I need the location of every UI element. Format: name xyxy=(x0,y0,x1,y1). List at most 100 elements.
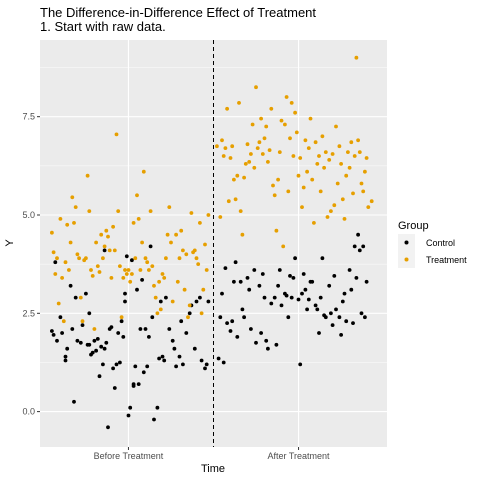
control-point xyxy=(364,279,369,284)
treatment-point xyxy=(306,146,311,151)
treatment-point xyxy=(148,209,153,214)
treatment-point xyxy=(276,177,280,182)
treatment-point xyxy=(260,152,265,156)
control-point xyxy=(356,232,360,237)
treatment-point xyxy=(145,260,150,265)
treatment-point xyxy=(233,197,238,202)
control-point xyxy=(130,258,134,263)
treatment-point xyxy=(60,276,64,280)
treatment-point xyxy=(310,177,315,182)
control-point xyxy=(344,319,349,324)
treatment-point xyxy=(303,138,308,143)
control-point xyxy=(143,327,148,331)
treatment-point xyxy=(61,319,66,324)
control-point xyxy=(111,366,115,371)
treatment-point xyxy=(296,173,301,178)
y-tick-label: 2.5 xyxy=(22,308,35,318)
treatment-point xyxy=(116,209,121,214)
control-point xyxy=(340,299,345,304)
treatment-point xyxy=(63,260,68,265)
control-point xyxy=(352,244,357,249)
treatment-point xyxy=(175,279,180,284)
control-point xyxy=(286,315,291,320)
y-tick-label: 7.5 xyxy=(22,112,35,122)
control-point xyxy=(221,360,226,365)
treatment-point xyxy=(286,189,291,194)
treatment-point xyxy=(90,274,95,278)
chart-subtitle: 1. Start with raw data. xyxy=(40,19,166,34)
treatment-point xyxy=(85,173,90,178)
control-point xyxy=(291,276,296,280)
control-point xyxy=(277,268,282,272)
control-point xyxy=(145,364,150,369)
treatment-point xyxy=(313,140,318,145)
control-point xyxy=(230,319,235,324)
treatment-point xyxy=(215,144,219,149)
control-point xyxy=(254,340,258,345)
treatment-point xyxy=(157,279,162,284)
control-point xyxy=(252,268,257,272)
control-point xyxy=(194,299,199,304)
treatment-point xyxy=(102,244,107,249)
control-point xyxy=(162,358,167,363)
control-point xyxy=(172,346,177,351)
treatment-point xyxy=(308,116,313,121)
control-point xyxy=(131,382,136,386)
control-point xyxy=(349,287,354,292)
treatment-point xyxy=(221,154,226,158)
treatment-point xyxy=(114,132,119,137)
treatment-point xyxy=(109,276,114,280)
treatment-point xyxy=(317,154,321,158)
treatment-point xyxy=(301,185,306,190)
treatment-point xyxy=(337,144,342,149)
treatment-point xyxy=(266,160,270,164)
control-point xyxy=(293,256,297,261)
treatment-point xyxy=(352,154,357,158)
control-point xyxy=(298,362,303,367)
treatment-point xyxy=(174,232,179,237)
treatment-point xyxy=(323,150,328,155)
treatment-point xyxy=(349,140,354,145)
treatment-point xyxy=(80,319,85,324)
control-point xyxy=(342,291,347,296)
treatment-point xyxy=(199,311,204,316)
control-point xyxy=(60,331,64,335)
control-point xyxy=(296,297,301,302)
treatment-point xyxy=(68,240,73,245)
treatment-point xyxy=(269,106,274,111)
treatment-point xyxy=(346,150,350,155)
treatment-point xyxy=(92,327,97,331)
control-point xyxy=(70,327,75,331)
control-point xyxy=(216,356,221,361)
treatment-point xyxy=(329,209,333,214)
control-point xyxy=(315,307,320,312)
control-point xyxy=(152,417,156,422)
treatment-point xyxy=(186,315,190,320)
treatment-point xyxy=(242,175,247,180)
treatment-point xyxy=(347,165,352,170)
treatment-point xyxy=(267,148,272,153)
treatment-point xyxy=(65,222,70,227)
treatment-point xyxy=(364,156,369,160)
legend-treatment-marker xyxy=(404,257,409,262)
control-point xyxy=(174,364,179,369)
treatment-point xyxy=(133,256,138,261)
treatment-point xyxy=(77,256,81,261)
treatment-point xyxy=(140,240,145,245)
control-point xyxy=(90,350,95,355)
control-point xyxy=(264,338,269,343)
treatment-point xyxy=(112,248,117,253)
treatment-point xyxy=(131,221,136,225)
treatment-point xyxy=(289,101,294,105)
control-point xyxy=(140,278,145,282)
control-point xyxy=(199,358,204,363)
treatment-point xyxy=(150,264,155,268)
control-point xyxy=(329,311,333,316)
control-point xyxy=(327,283,332,288)
control-point xyxy=(128,405,133,410)
control-point xyxy=(225,321,230,325)
control-point xyxy=(274,342,279,347)
control-point xyxy=(269,301,274,306)
control-point xyxy=(177,354,182,359)
control-point xyxy=(147,335,151,339)
